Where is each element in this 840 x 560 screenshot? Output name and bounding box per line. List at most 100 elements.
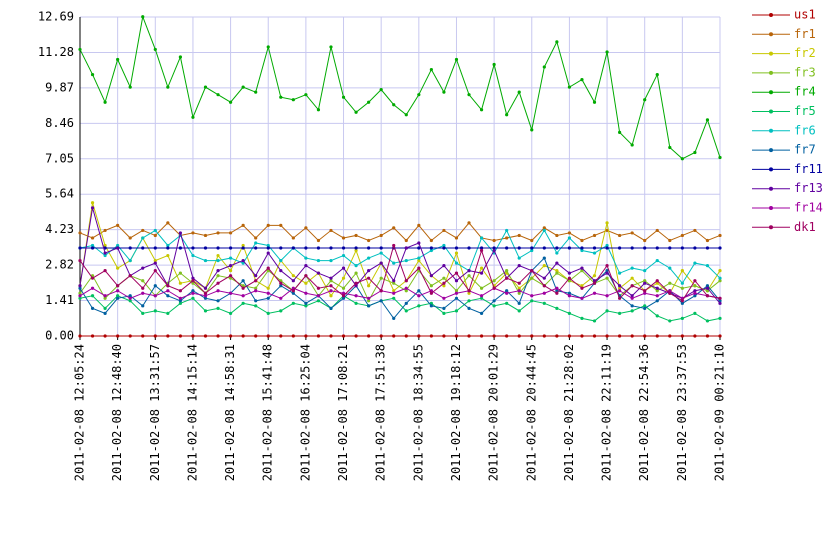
data-point [367, 276, 371, 280]
data-point [291, 291, 295, 295]
data-point [228, 311, 233, 315]
data-point [705, 238, 710, 243]
data-point [279, 223, 283, 227]
data-point [78, 284, 82, 288]
legend-label: dk1 [794, 220, 816, 234]
data-point [555, 271, 559, 275]
legend-label: fr14 [794, 201, 823, 215]
data-point [655, 279, 659, 283]
data-point [417, 289, 421, 293]
data-point [341, 334, 346, 338]
data-point [392, 279, 396, 283]
data-point [90, 206, 95, 210]
data-point [291, 301, 295, 305]
data-point [304, 301, 308, 305]
data-point [329, 289, 333, 293]
data-point [492, 248, 496, 253]
data-point [442, 264, 446, 268]
data-point [542, 334, 546, 338]
data-point [141, 304, 145, 308]
data-point [367, 304, 371, 308]
data-point [329, 45, 333, 49]
data-point [718, 246, 722, 250]
data-point [216, 306, 220, 310]
data-point [467, 291, 471, 295]
data-point [367, 334, 371, 338]
data-point [655, 289, 659, 293]
data-point [693, 279, 697, 283]
data-point [429, 238, 433, 243]
data-point [367, 284, 371, 288]
data-point [241, 279, 245, 283]
data-point [580, 246, 584, 250]
data-point [517, 256, 521, 260]
data-point [693, 228, 697, 233]
data-point [454, 291, 459, 295]
data-point [191, 115, 195, 119]
data-point [655, 246, 659, 250]
data-point [655, 281, 659, 285]
data-point [417, 93, 421, 97]
data-point [141, 236, 145, 240]
data-point [429, 248, 433, 253]
data-point [90, 286, 95, 290]
data-point [567, 236, 572, 240]
y-tick-label: 7.05 [45, 151, 74, 165]
data-point [542, 276, 546, 280]
data-point [630, 284, 634, 288]
data-point [90, 306, 95, 310]
data-point [417, 304, 421, 308]
data-point [542, 228, 546, 233]
data-point [379, 334, 383, 338]
data-point [178, 246, 182, 250]
data-point [442, 311, 446, 315]
data-point [153, 233, 157, 238]
data-point [166, 334, 170, 338]
data-point [316, 238, 321, 243]
data-point [254, 286, 258, 290]
data-point [429, 274, 433, 278]
data-point [580, 334, 584, 338]
data-point [680, 281, 684, 285]
y-tick-label: 2.82 [45, 258, 74, 272]
data-point [128, 85, 132, 89]
data-point [479, 296, 484, 300]
data-point [116, 289, 120, 293]
data-point [128, 246, 132, 250]
data-point [304, 264, 308, 268]
data-point [693, 284, 697, 288]
data-point [630, 294, 634, 298]
legend-marker [769, 109, 773, 114]
data-point [618, 311, 622, 315]
data-point [367, 299, 371, 303]
data-point [254, 90, 258, 94]
data-point [166, 294, 170, 298]
data-point [592, 319, 597, 323]
data-point [279, 296, 283, 300]
data-point [454, 251, 459, 255]
data-point [216, 253, 220, 258]
data-point [291, 289, 295, 293]
data-point [367, 296, 371, 300]
data-point [404, 289, 408, 293]
data-point [178, 334, 182, 338]
data-point [166, 289, 170, 293]
data-point [379, 246, 383, 250]
data-point [643, 269, 647, 273]
data-point [241, 223, 245, 227]
data-point [304, 291, 308, 295]
data-point [128, 236, 132, 240]
data-point [542, 264, 546, 268]
data-point [517, 281, 521, 285]
data-point [153, 334, 157, 338]
data-point [228, 231, 233, 235]
series-line [79, 295, 721, 322]
data-point [216, 289, 220, 293]
data-point [228, 256, 233, 260]
data-point [555, 40, 559, 44]
data-point [618, 284, 622, 288]
data-point [492, 238, 496, 243]
data-point [254, 279, 258, 283]
data-point [404, 279, 408, 283]
